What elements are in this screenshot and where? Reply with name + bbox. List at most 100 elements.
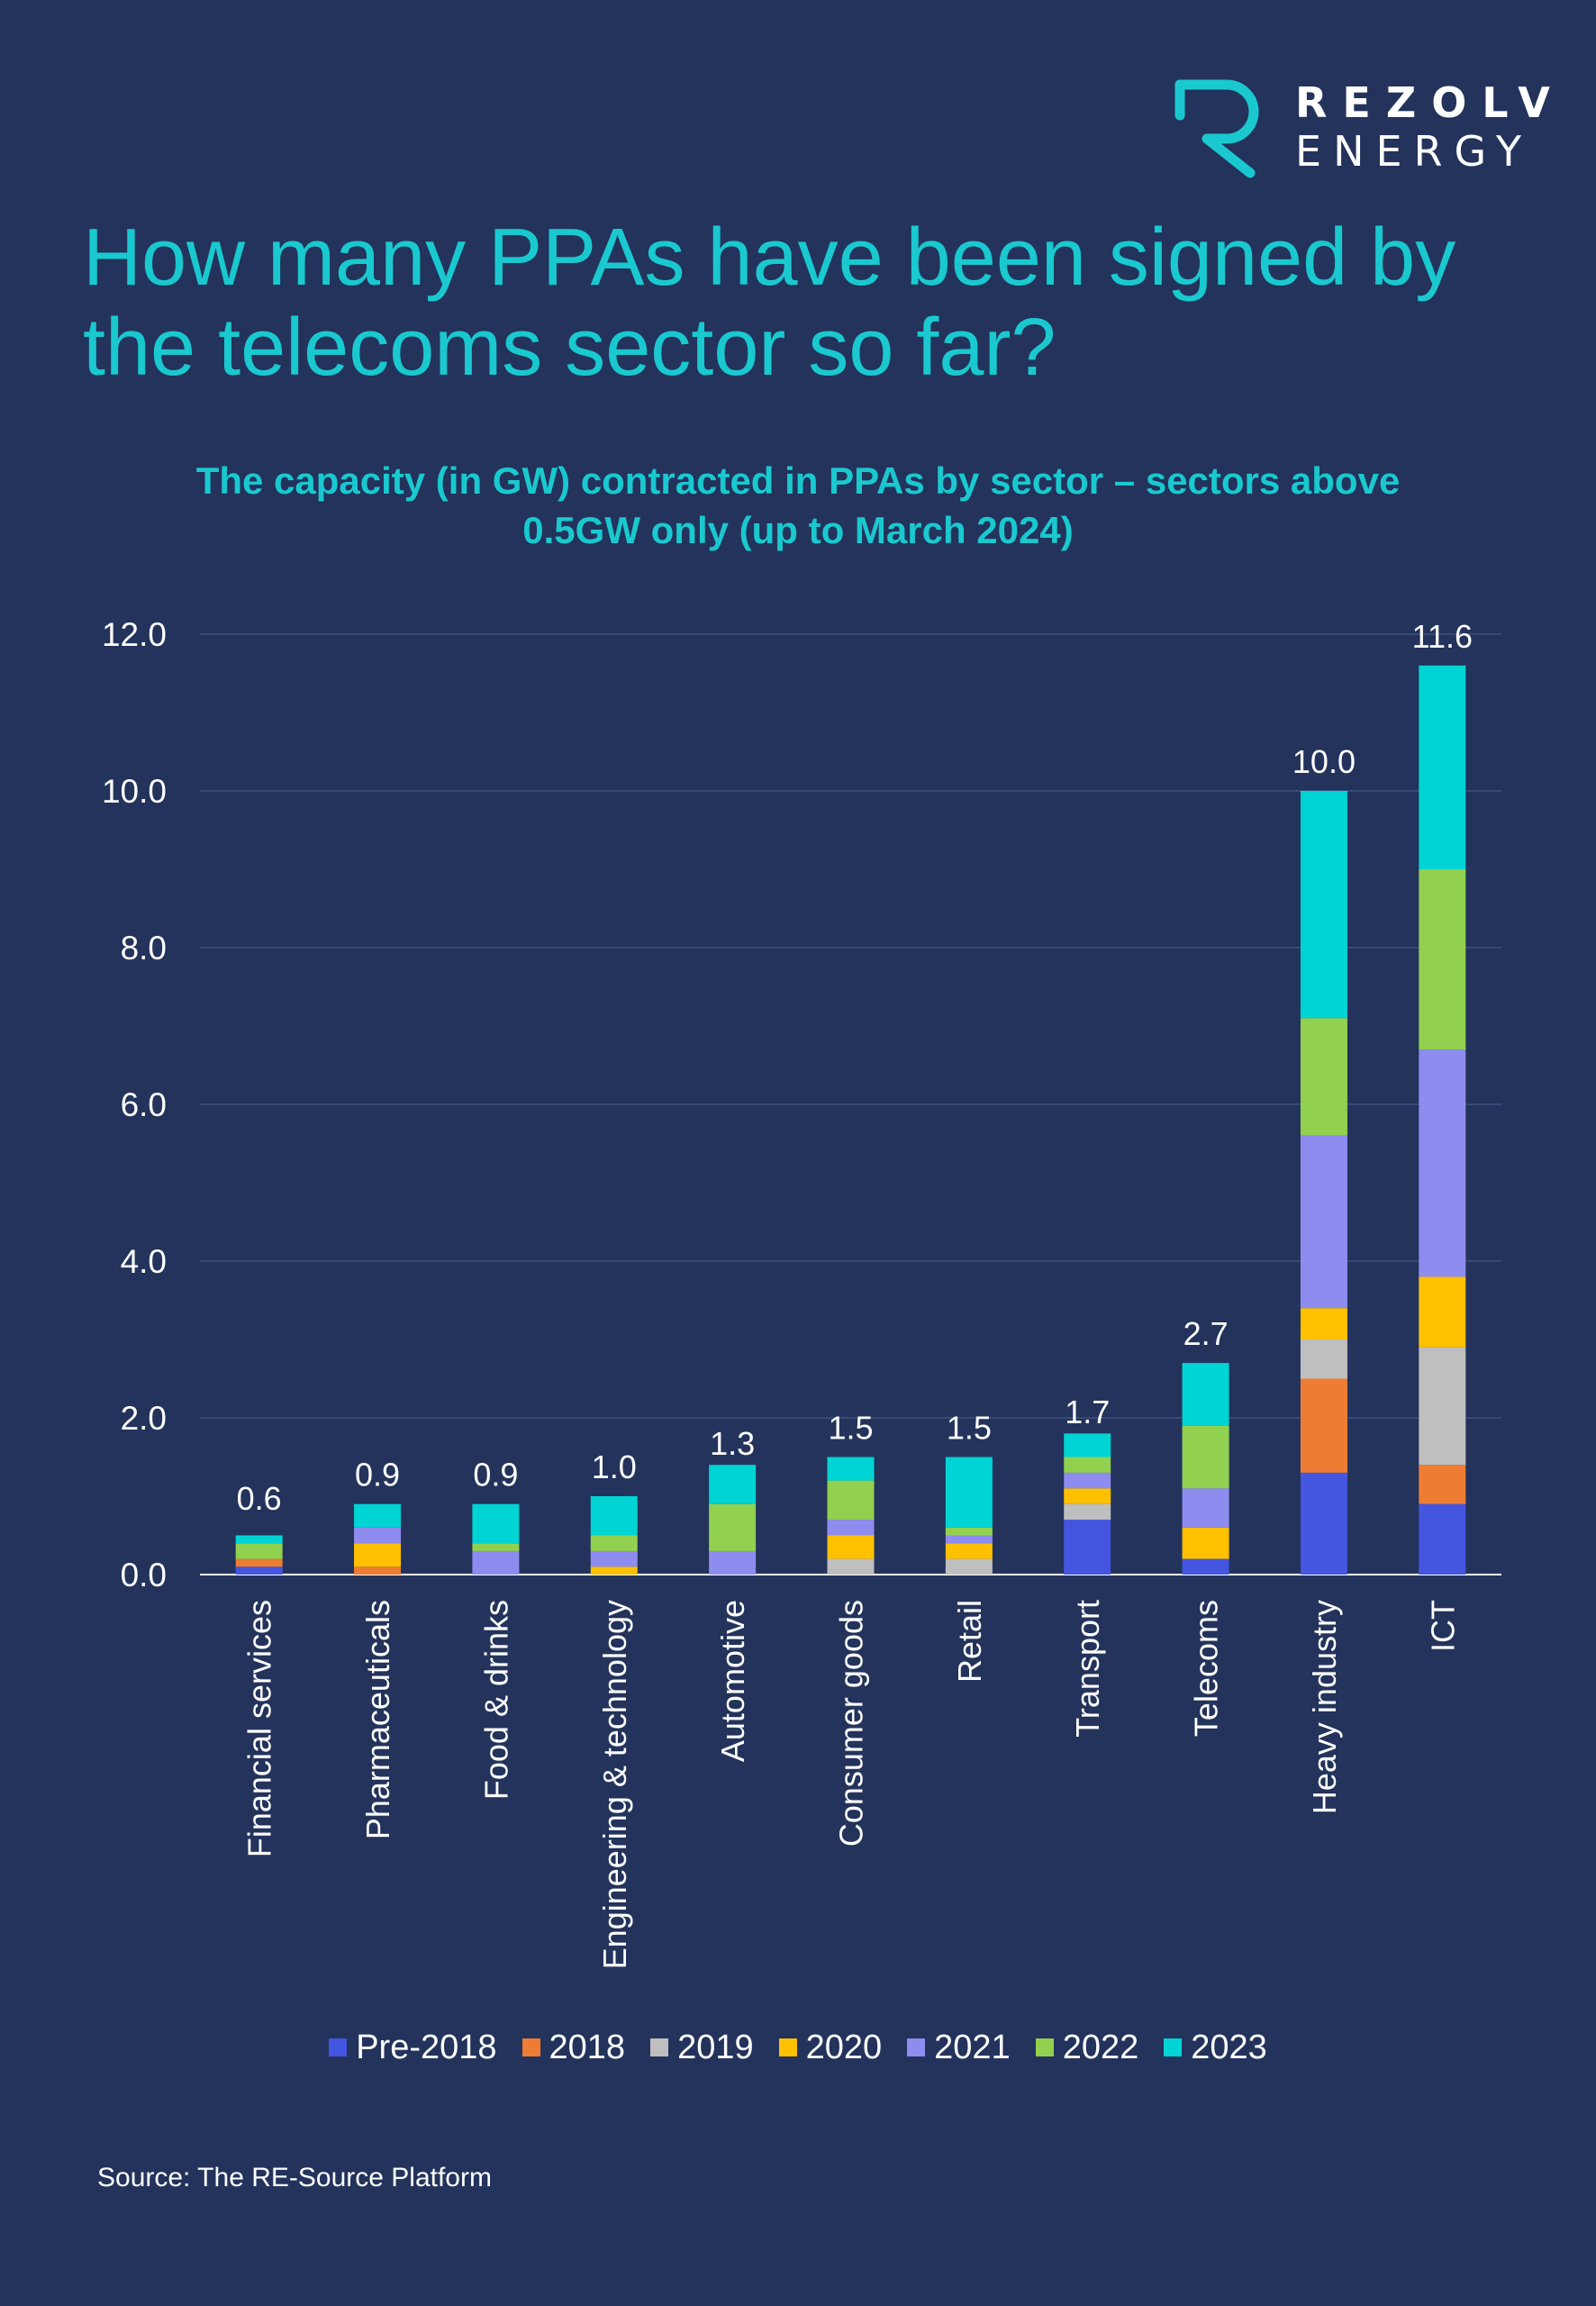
page-title: How many PPAs have been signed by the te… (83, 213, 1456, 393)
bar-segment (472, 1543, 520, 1551)
y-tick-label: 4.0 (121, 1243, 167, 1280)
legend-swatch (521, 2038, 540, 2056)
legend-label: 2020 (805, 2029, 883, 2066)
x-tick-label: Financial services (241, 1600, 278, 1857)
legend-item: 2020 (778, 2028, 883, 2067)
bar-total-label: 1.5 (828, 1410, 873, 1447)
bar-segment (1300, 1135, 1347, 1309)
bar-total-label: 0.6 (237, 1480, 282, 1517)
chart-title: The capacity (in GW) contracted in PPAs … (195, 459, 1401, 551)
bar-total-label: 0.9 (473, 1457, 518, 1493)
bar-segment (1064, 1472, 1111, 1489)
legend-swatch (650, 2038, 669, 2056)
x-tick-label: Pharmaceuticals (359, 1600, 396, 1839)
bar-segment (945, 1543, 993, 1559)
bar-segment (235, 1566, 283, 1575)
bar-segment (1300, 1378, 1347, 1473)
legend-item: 2018 (521, 2028, 626, 2067)
x-tick-label: Transport (1069, 1600, 1106, 1738)
bar-segment (1064, 1503, 1111, 1521)
x-tick-label: ICT (1424, 1600, 1461, 1652)
bar-segment (1419, 1465, 1466, 1504)
legend-swatch (778, 2038, 797, 2056)
bar-segment (1419, 1049, 1466, 1277)
legend-item: 2022 (1035, 2028, 1139, 2067)
x-tick-label: Heavy industry (1306, 1600, 1343, 1814)
y-tick-label: 2.0 (121, 1400, 167, 1437)
logo-wordmark-energy: ENERGY (1295, 127, 1533, 176)
legend-swatch (1164, 2038, 1183, 2056)
bar-segment (1300, 1472, 1347, 1575)
bar-segment (354, 1543, 402, 1567)
bar-segment (235, 1543, 283, 1559)
y-tick-label: 6.0 (121, 1086, 167, 1123)
legend-swatch (1035, 2038, 1054, 2056)
bar-segment (1064, 1457, 1111, 1473)
bar-segment (1300, 791, 1347, 1019)
bar-total-label: 0.9 (355, 1457, 400, 1493)
bar-segment (1419, 665, 1466, 869)
bar-segment (709, 1503, 757, 1551)
y-tick-label: 10.0 (102, 773, 167, 810)
bar-segment (1064, 1488, 1111, 1504)
bar-segment (1182, 1527, 1229, 1559)
bar-total-label: 1.7 (1065, 1394, 1110, 1430)
logo-r-icon (1174, 79, 1259, 178)
x-tick-label: Consumer goods (833, 1600, 870, 1847)
bar-segment (827, 1457, 875, 1481)
y-tick-label: 0.0 (121, 1557, 167, 1593)
bar-segment (1182, 1558, 1229, 1575)
bar-segment (945, 1535, 993, 1544)
legend-item: 2023 (1164, 2028, 1267, 2067)
legend-label: 2022 (1062, 2029, 1139, 2066)
bar-segment (590, 1566, 638, 1575)
bar-segment (827, 1520, 875, 1536)
bar-segment (1182, 1363, 1229, 1426)
bar-segment (354, 1503, 402, 1528)
legend-label: Pre-2018 (356, 2029, 497, 2066)
bar-segment (590, 1550, 638, 1567)
bar-segment (590, 1496, 638, 1536)
x-tick-label: Telecoms (1188, 1600, 1225, 1737)
bar-segment (354, 1527, 402, 1544)
bar-segment (1419, 869, 1466, 1050)
bar-segment (709, 1465, 757, 1504)
bar-segment (1419, 1276, 1466, 1348)
x-tick-label: Food & drinks (477, 1600, 514, 1800)
legend-item: 2021 (907, 2028, 1011, 2067)
bar-segment (827, 1535, 875, 1559)
legend-swatch (907, 2038, 926, 2056)
legend-label: 2021 (934, 2029, 1011, 2066)
bar-segment (1300, 1308, 1347, 1339)
bar-segment (354, 1566, 402, 1575)
bar-segment (1300, 1339, 1347, 1379)
bar-segment (945, 1457, 993, 1528)
legend-item: Pre-2018 (329, 2028, 497, 2067)
legend-label: 2019 (677, 2029, 754, 2066)
x-tick-label: Retail (951, 1600, 988, 1683)
brand-logo: REZOLV ENERGY (1171, 79, 1550, 178)
bar-segment (235, 1558, 283, 1567)
bar-segment (1064, 1520, 1111, 1575)
bar-segment (1064, 1433, 1111, 1457)
legend-label: 2018 (549, 2029, 626, 2066)
chart-legend: Pre-2018 2018 2019 2020 2021 2022 2023 (0, 2022, 1596, 2073)
x-tick-label: Automotive (714, 1600, 751, 1762)
bar-segment (1182, 1488, 1229, 1528)
bar-segment (945, 1527, 993, 1536)
legend-label: 2023 (1191, 2029, 1267, 2066)
bar-segment (1300, 1018, 1347, 1136)
bar-segment (945, 1558, 993, 1575)
bar-segment (472, 1550, 520, 1575)
bar-segment (827, 1480, 875, 1521)
bar-segment (827, 1558, 875, 1575)
bar-total-label: 2.7 (1183, 1315, 1229, 1352)
bar-total-label: 1.5 (947, 1410, 992, 1447)
logo-wordmark-rezolv: REZOLV (1295, 78, 1565, 127)
bar-segment (1419, 1347, 1466, 1466)
bar-total-label: 1.0 (592, 1448, 637, 1485)
bar-segment (709, 1550, 757, 1575)
bar-total-label: 10.0 (1292, 743, 1356, 780)
bar-segment (1182, 1425, 1229, 1489)
source-note: Source: The RE-Source Platform (97, 2163, 492, 2193)
